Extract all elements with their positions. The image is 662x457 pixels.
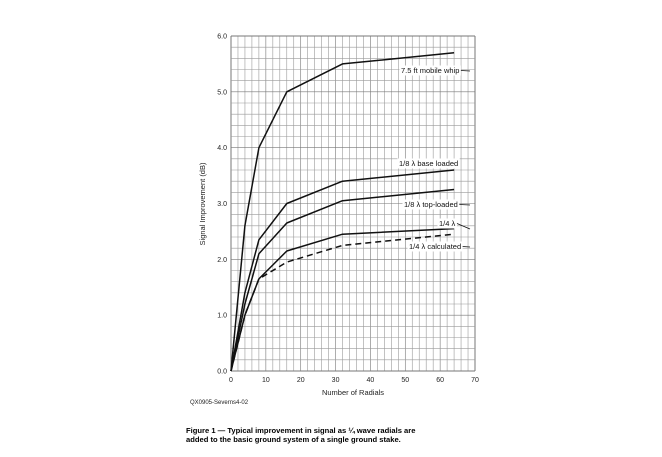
x-tick-label: 70	[471, 377, 479, 384]
x-tick-label: 30	[332, 377, 340, 384]
series-line-1	[230, 169, 455, 372]
caption-line-2: added to the basic ground system of a si…	[186, 435, 401, 444]
series-label-bg	[437, 218, 458, 229]
x-tick-label: 50	[401, 377, 409, 384]
series-label-1: 1/8 λ base loaded	[399, 159, 458, 168]
y-tick-label: 6.0	[217, 34, 227, 41]
x-tick-label: 20	[297, 377, 305, 384]
y-axis-title: Signal Improvement (dB)	[198, 162, 207, 245]
series-label-leader	[456, 223, 471, 230]
x-tick-label: 60	[436, 377, 444, 384]
y-tick-label: 2.0	[217, 257, 227, 264]
figure-caption: Figure 1 — Typical improvement in signal…	[186, 426, 506, 444]
y-tick-label: 1.0	[217, 313, 227, 320]
series-label-4: 1/4 λ calculated	[409, 242, 461, 251]
series-label-2: 1/8 λ top-loaded	[404, 200, 458, 209]
y-tick-label: 5.0	[217, 89, 227, 96]
series-label-leader	[460, 70, 471, 72]
series-line-3	[230, 227, 455, 372]
series-line-4	[230, 233, 455, 372]
series-label-bg	[397, 158, 460, 169]
y-tick-label: 3.0	[217, 201, 227, 208]
series-label-bg	[402, 199, 460, 210]
series-line-0	[230, 52, 455, 372]
grid	[230, 35, 476, 372]
series-labels: 7.5 ft mobile whip 1/8 λ base loaded 1/8 λ…	[397, 65, 471, 252]
x-axis-title: Number of Radials	[322, 388, 384, 397]
y-tick-label: 0.0	[217, 369, 227, 376]
series-label-leader	[459, 204, 471, 206]
x-tick-label: 10	[262, 377, 270, 384]
series-label-0: 7.5 ft mobile whip	[401, 66, 459, 75]
figure-id: QX0905-Severns4-02	[190, 400, 249, 406]
series-label-bg	[407, 241, 463, 252]
x-tick-label: 0	[229, 377, 233, 384]
x-tick-label: 40	[367, 377, 375, 384]
series-label-leader	[462, 246, 471, 248]
tick-labels: 0 10 20 30 40 50 60 70 0.0 1.0 2.0 3.0 4.0 5.0 6.0	[217, 34, 479, 385]
caption-line-1: Figure 1 — Typical improvement in signal…	[186, 426, 416, 435]
series-label-bg	[399, 65, 461, 76]
series-line-2	[230, 188, 455, 372]
series-label-3: 1/4 λ	[439, 219, 456, 228]
y-tick-label: 4.0	[217, 145, 227, 152]
series-lines	[230, 52, 455, 372]
